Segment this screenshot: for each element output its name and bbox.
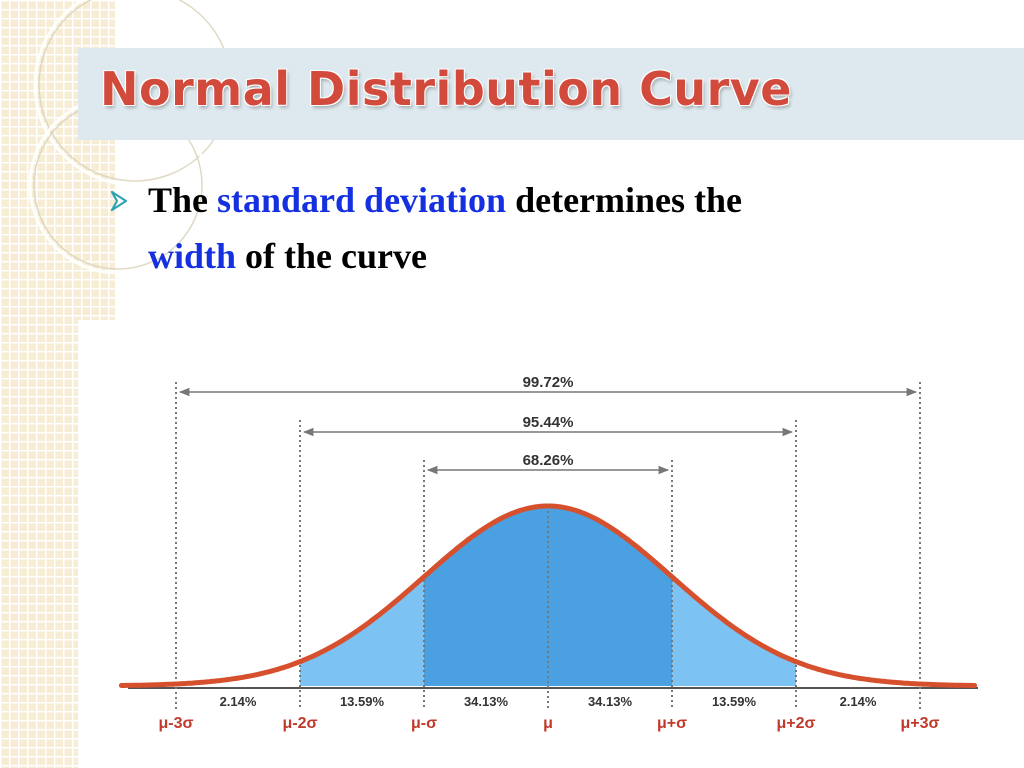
- segment-label-3: 34.13%: [588, 694, 633, 709]
- segment-label-5: 2.14%: [840, 694, 877, 709]
- x-tick-label--1: μ-σ: [411, 715, 437, 732]
- bullet-point: The standard deviation determines the wid…: [110, 172, 990, 284]
- normal-curve: [118, 503, 978, 688]
- chart-panel: 99.72% 95.44% 68.26% 2.14% 13.59% 34.13% 34.13…: [78, 320, 1024, 768]
- bullet-text-part3: of the curve: [236, 236, 427, 276]
- x-tick-label-2: μ+2σ: [777, 715, 816, 732]
- x-tick-label-1: μ+σ: [657, 715, 687, 732]
- bullet-text: The standard deviation determines the wid…: [148, 172, 990, 284]
- x-tick-label-3: μ+3σ: [901, 715, 940, 732]
- range-label-1: 95.44%: [523, 414, 574, 431]
- segment-label-1: 13.59%: [340, 694, 385, 709]
- x-tick-label-0: μ: [543, 715, 553, 732]
- segment-label-4: 13.59%: [712, 694, 757, 709]
- normal-distribution-chart: 99.72% 95.44% 68.26% 2.14% 13.59% 34.13% 34.13…: [118, 370, 978, 732]
- range-label-bg-0: [498, 370, 598, 390]
- segment-label-0: 2.14%: [220, 694, 257, 709]
- x-tick-label--3: μ-3σ: [159, 715, 194, 732]
- bullet-arrow-icon: [110, 190, 128, 212]
- bullet-text-part1: The: [148, 180, 218, 220]
- bullet-text-part2: determines the: [506, 180, 743, 220]
- segment-label-2: 34.13%: [464, 694, 509, 709]
- title-band: [78, 48, 1024, 140]
- range-label-2: 68.26%: [523, 452, 574, 469]
- bullet-highlight-width: width: [148, 236, 237, 276]
- range-label-0: 99.72%: [523, 374, 574, 391]
- range-label-bg-2: [498, 448, 598, 468]
- slide-title: Normal Distribution Curve: [100, 62, 792, 116]
- range-label-bg-1: [498, 410, 598, 430]
- x-tick-label--2: μ-2σ: [283, 715, 318, 732]
- bullet-highlight-standard-deviation: standard deviation: [217, 180, 507, 220]
